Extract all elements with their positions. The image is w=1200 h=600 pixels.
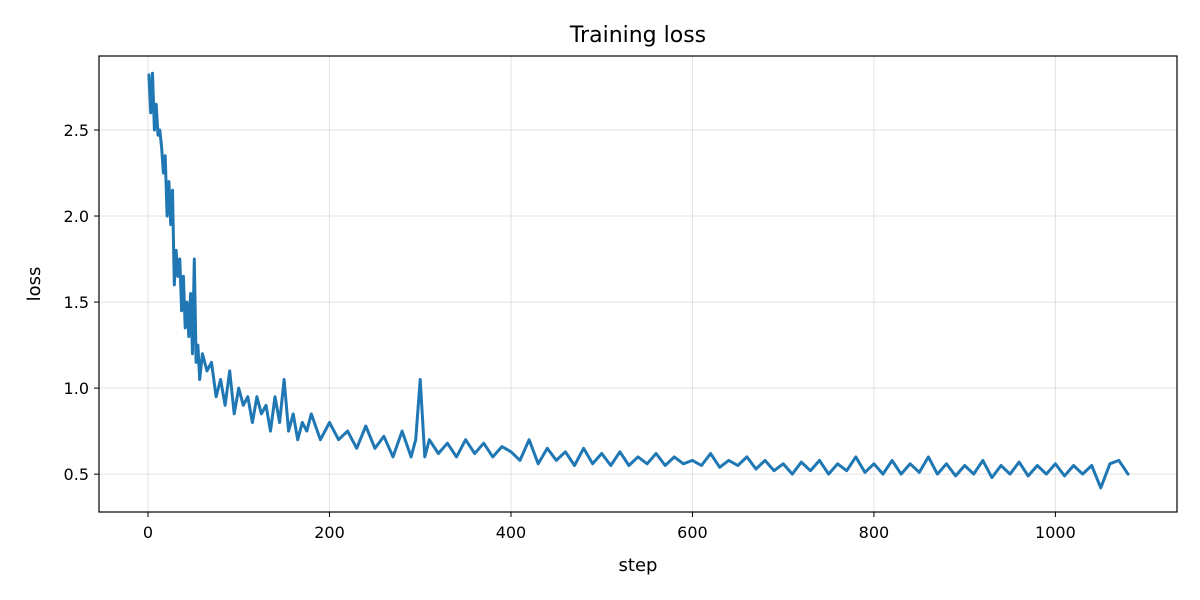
- x-tick-label: 200: [314, 523, 345, 542]
- plot-frame: [98, 55, 1178, 513]
- x-tick-label: 1000: [1035, 523, 1076, 542]
- y-tick-label: 0.5: [64, 465, 89, 484]
- grid-lines: [99, 56, 1177, 512]
- axis-ticks: 0 200 400 600 800 1000 0.5 1.0 1.5 2.0 2.5: [64, 121, 1076, 542]
- y-axis-label: loss: [24, 267, 45, 302]
- x-tick-label: 400: [496, 523, 527, 542]
- y-tick-label: 2.5: [64, 121, 89, 140]
- x-tick-label: 800: [859, 523, 890, 542]
- y-tick-label: 1.0: [64, 379, 89, 398]
- x-axis-label: step: [619, 555, 658, 576]
- loss-series-line: [147, 71, 1130, 490]
- x-tick-label: 600: [677, 523, 708, 542]
- y-tick-label: 1.5: [64, 293, 89, 312]
- chart-title: Training loss: [569, 23, 706, 48]
- x-tick-label: 0: [143, 523, 153, 542]
- y-tick-label: 2.0: [64, 207, 89, 226]
- plot-series-layer: [147, 71, 1130, 490]
